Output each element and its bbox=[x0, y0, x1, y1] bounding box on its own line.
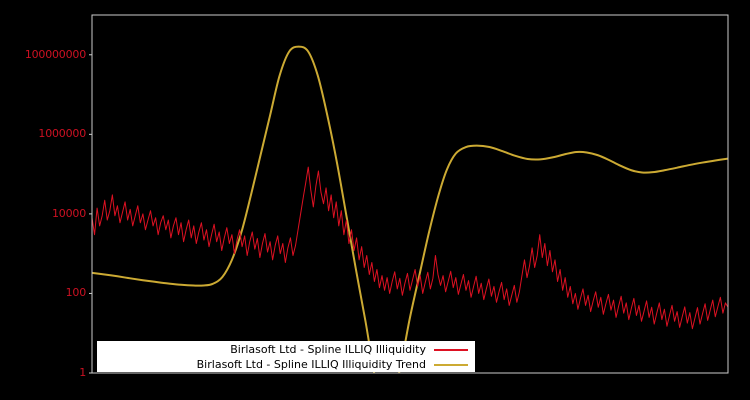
y-axis-tick-label: 1 bbox=[79, 366, 86, 379]
y-axis-tick-marks bbox=[89, 54, 92, 374]
legend-label-illiquidity: Birlasoft Ltd - Spline ILLIQ Illiquidity bbox=[230, 342, 426, 356]
legend-item: Birlasoft Ltd - Spline ILLIQ Illiquidity… bbox=[98, 357, 474, 372]
legend-item: Birlasoft Ltd - Spline ILLIQ Illiquidity bbox=[98, 342, 474, 357]
legend-swatch-illiquidity bbox=[434, 348, 468, 351]
series-line-illiquidity bbox=[92, 166, 728, 330]
series-line-trend bbox=[92, 45, 728, 373]
y-axis-tick-label: 100 bbox=[65, 286, 87, 300]
legend-label-trend: Birlasoft Ltd - Spline ILLIQ Illiquidity… bbox=[196, 357, 426, 371]
legend-swatch-trend bbox=[434, 363, 468, 366]
chart-legend: Birlasoft Ltd - Spline ILLIQ Illiquidity… bbox=[97, 341, 475, 372]
plot-frame-border bbox=[91, 14, 729, 374]
y-axis-tick-label: 10000 bbox=[52, 206, 86, 220]
y-axis-tick-label: 100000000 bbox=[24, 47, 86, 61]
y-axis-tick-label: 1000000 bbox=[38, 127, 86, 141]
